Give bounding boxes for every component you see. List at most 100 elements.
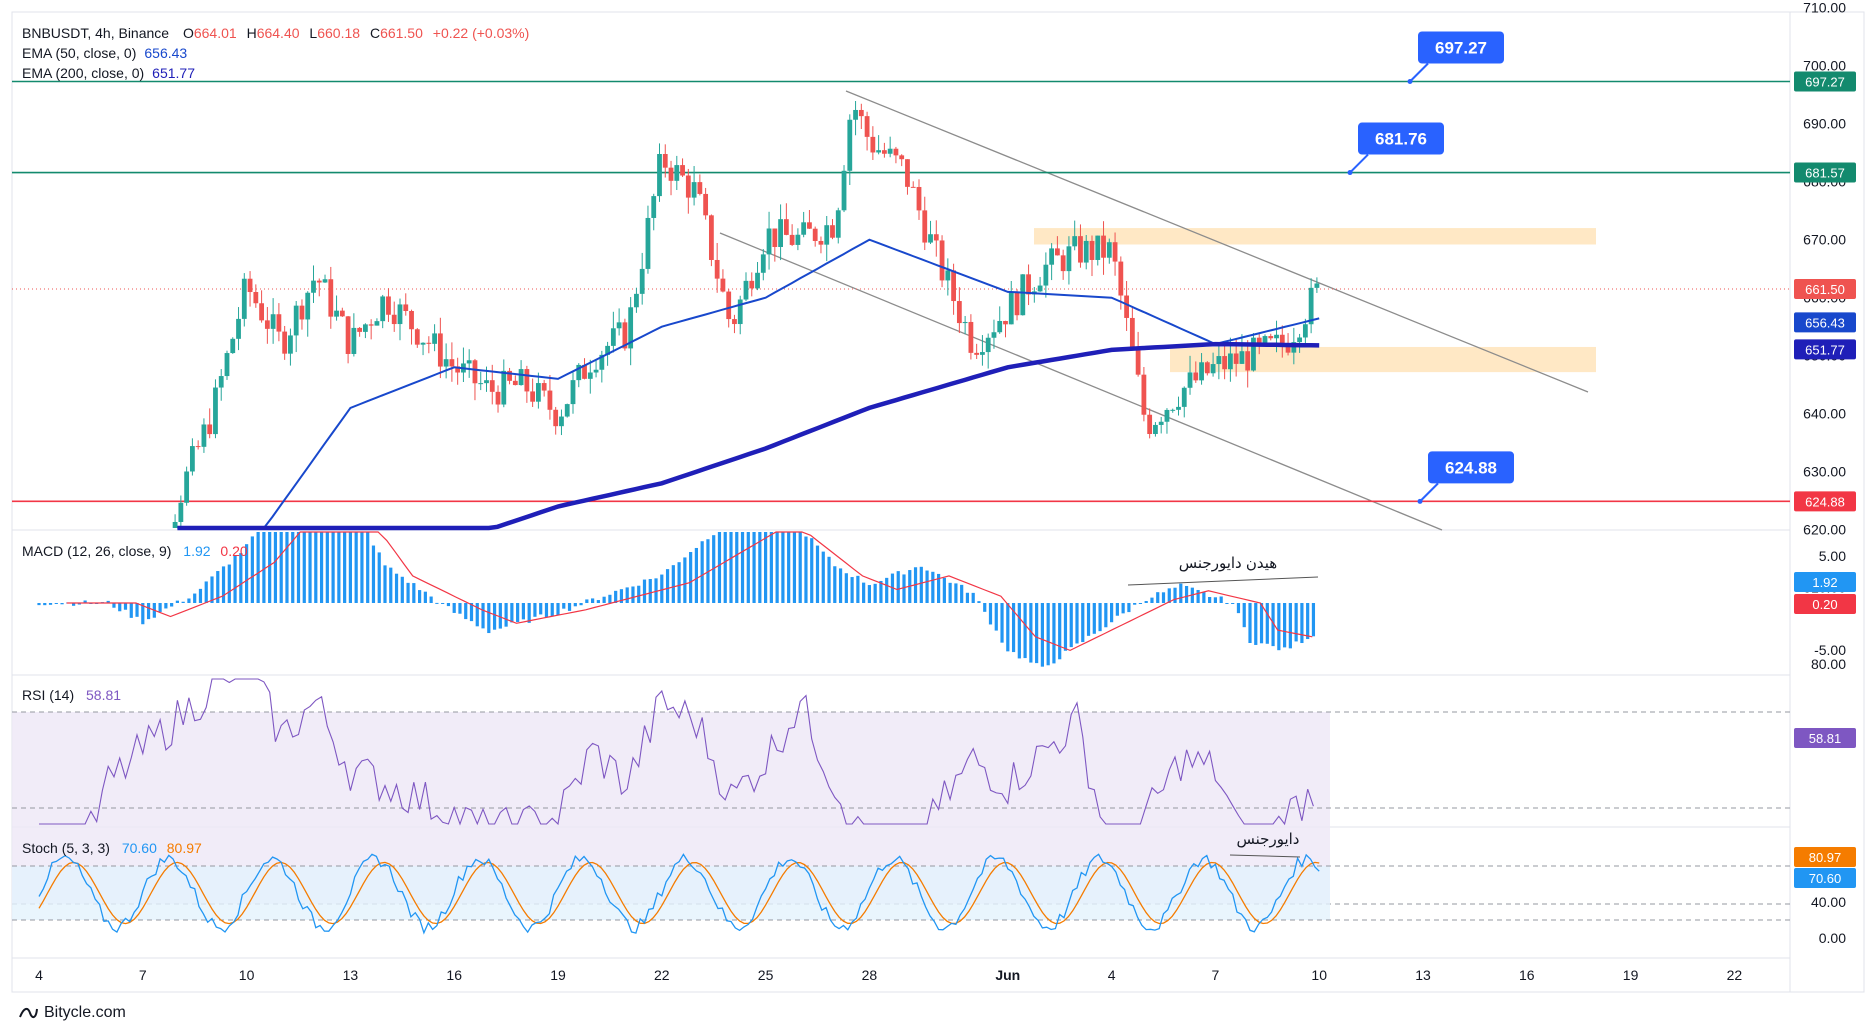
macd-hist-bar <box>262 532 266 603</box>
bitycle-logo-icon <box>19 1007 38 1019</box>
candle-body <box>1216 356 1222 365</box>
macd-hist-bar <box>850 577 854 603</box>
price-tick-label: 640.00 <box>1803 406 1846 422</box>
candle-body <box>1210 364 1216 374</box>
candle-body <box>951 270 956 302</box>
candle-body <box>639 268 645 294</box>
candle-body <box>524 369 530 392</box>
macd-hist-bar <box>1063 603 1068 651</box>
macd-hist-bar <box>343 532 347 603</box>
macd-hist-bar <box>216 571 220 603</box>
candle-body <box>264 320 270 329</box>
price-tick-label: 620.00 <box>1803 522 1846 538</box>
candle-body <box>720 278 726 292</box>
macd-hist-bar <box>1133 603 1137 605</box>
macd-hist-bar <box>885 577 889 603</box>
candle-body <box>195 446 201 448</box>
macd-hist-bar <box>492 603 497 630</box>
candle-body <box>1158 421 1164 425</box>
macd-hist-bar <box>406 582 410 603</box>
candle-body <box>1026 274 1031 295</box>
candle-body <box>1302 324 1308 338</box>
footer-brand[interactable]: Bitycle.com <box>18 1004 126 1022</box>
candle-body <box>1141 374 1147 415</box>
candle-body <box>559 416 564 427</box>
macd-hist-bar <box>1300 603 1304 644</box>
stoch-pane[interactable] <box>12 853 1790 935</box>
candle-body <box>449 359 455 367</box>
price-pane[interactable]: 697.27 681.76 624.88 <box>12 31 1790 531</box>
macd-hist-bar <box>925 570 929 603</box>
candle-body <box>985 337 991 353</box>
candle-body <box>830 225 835 238</box>
candle-body <box>910 186 916 188</box>
date-tick-label: 10 <box>239 967 255 983</box>
candle-body <box>316 280 322 283</box>
candle-body <box>553 409 559 427</box>
candle-body <box>587 372 593 379</box>
macd-hist-bar <box>1265 603 1269 644</box>
macd-pane[interactable] <box>37 531 1319 667</box>
macd-hist-bar <box>1011 603 1016 653</box>
macd-hist-bar <box>1115 603 1119 616</box>
macd-divergence-label: هیدن دایورجنس <box>1179 555 1278 572</box>
stoch-tags: 80.97 70.60 <box>1794 847 1856 888</box>
candle-body <box>1153 424 1158 435</box>
macd-hist-bar <box>573 603 577 607</box>
candle-body <box>789 234 795 245</box>
date-tick-label: 19 <box>550 967 566 983</box>
macd-hist-bar <box>1179 583 1183 603</box>
macd-hist-bar <box>856 575 860 603</box>
candle-body <box>339 310 345 317</box>
price-tick-label: 630.00 <box>1803 464 1846 480</box>
candle-body <box>760 254 766 273</box>
date-tick-label: 13 <box>1415 967 1431 983</box>
macd-hist-bar <box>539 603 543 615</box>
candle-body <box>236 318 241 339</box>
rsi-tag-text: 58.81 <box>1809 731 1842 746</box>
macd-hist-bar <box>608 594 612 603</box>
macd-hist-bar <box>77 603 81 605</box>
candle-body <box>824 225 830 245</box>
candle-body <box>1164 409 1170 422</box>
macd-hist-bar <box>308 532 312 603</box>
level-tag-text: 697.27 <box>1805 75 1845 90</box>
macd-hist-bar <box>37 603 41 606</box>
macd-hist-bar <box>677 562 681 603</box>
macd-hist-bar <box>1271 603 1275 647</box>
macd-hist-bar <box>660 574 664 603</box>
macd-hist-bar <box>787 532 791 603</box>
candle-body <box>841 170 847 211</box>
candles <box>172 100 1320 528</box>
candle-body <box>259 303 264 321</box>
candle-body <box>409 310 414 330</box>
macd-hist-bar <box>591 598 595 603</box>
candle-body <box>905 159 910 187</box>
macd-hist-bar <box>665 569 670 603</box>
macd-hist-bar <box>614 590 618 603</box>
macd-hist-bar <box>383 565 387 603</box>
macd-tick-label: -5.00 <box>1814 642 1846 658</box>
macd-hist-bar <box>377 552 381 603</box>
macd-hist-bar <box>833 566 837 603</box>
macd-hist-bar <box>504 603 508 627</box>
macd-hist-bar <box>452 603 456 613</box>
candle-body <box>311 280 316 293</box>
macd-hist-bar <box>193 593 197 603</box>
macd-hist-bar <box>221 566 226 603</box>
candle-body <box>610 328 616 346</box>
macd-tag-1-text: 1.92 <box>1812 575 1837 590</box>
macd-hist-bar <box>1086 603 1091 636</box>
macd-hist-bar <box>931 571 935 603</box>
candle-body <box>847 119 853 171</box>
stoch-k-line <box>38 853 1320 935</box>
candle-body <box>397 304 403 325</box>
candle-body <box>732 319 737 325</box>
macd-hist-bar <box>135 603 139 617</box>
macd-hist-bar <box>810 538 814 603</box>
stoch-divergence-label: دایورجنس <box>1237 831 1300 848</box>
candle-body <box>835 210 841 238</box>
candle-body <box>288 335 293 354</box>
candle-body <box>564 404 570 417</box>
ema200-line <box>177 341 1320 531</box>
